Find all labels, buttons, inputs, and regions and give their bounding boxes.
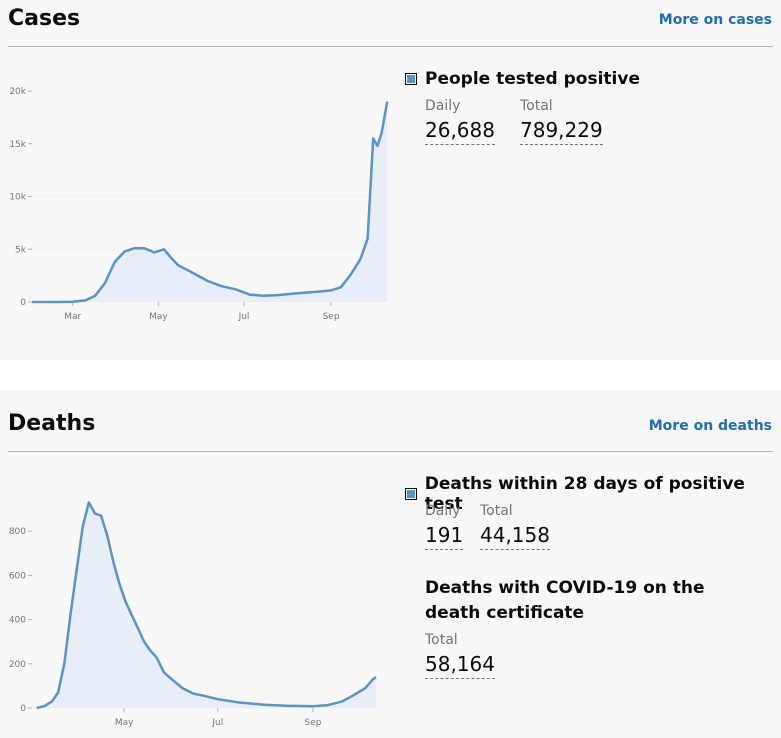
y-tick-label: 15k [9, 140, 26, 150]
x-tick-label: Sep [323, 312, 340, 322]
series-line [32, 101, 389, 304]
series-area [36, 502, 376, 708]
deaths-metric-heading-text: Deaths within 28 days of positive test [424, 474, 745, 514]
y-tick-label: 20k [9, 87, 26, 97]
cases-metric-heading: People tested positive [405, 69, 640, 89]
cases-chart: 0 5k 10k 15k 20k Mar May Jul Sep [9, 87, 389, 322]
x-tick-label: Mar [64, 312, 81, 322]
series-line [36, 501, 377, 710]
x-tick-label: Sep [305, 718, 322, 728]
section-gap [0, 360, 781, 390]
x-tick-label: Jul [238, 312, 250, 322]
legend-square-icon [405, 488, 417, 500]
cases-total-value[interactable]: 789,229 [520, 118, 603, 145]
certificate-total-value[interactable]: 58,164 [425, 652, 495, 679]
cases-title: Cases [8, 6, 81, 31]
cases-metric-heading-text: People tested positive [425, 69, 640, 89]
certificate-total-label: Total [425, 632, 458, 648]
y-tick-label: 0 [20, 298, 26, 308]
legend-square-icon [405, 73, 417, 85]
deaths-total-value[interactable]: 44,158 [480, 523, 550, 550]
y-tick-label: 800 [9, 527, 26, 537]
deaths-daily-label: Daily [425, 503, 461, 519]
x-tick-label: Jul [211, 718, 223, 728]
more-on-deaths-link[interactable]: More on deaths [648, 418, 772, 434]
deaths-total-label: Total [480, 503, 513, 519]
deaths-daily-value[interactable]: 191 [425, 523, 464, 550]
y-tick-label: 0 [20, 704, 26, 714]
y-tick-label: 400 [9, 616, 26, 626]
cases-daily-value[interactable]: 26,688 [425, 118, 495, 145]
deaths-title: Deaths [8, 411, 96, 436]
x-tick-label: May [115, 718, 134, 728]
cases-divider [8, 46, 773, 47]
deaths-metric-heading: Deaths within 28 days of positive test [405, 474, 781, 514]
certificate-heading: Deaths with COVID-19 on the death certif… [425, 578, 705, 623]
cases-card: Cases More on cases 0 5k 10k 15k 20k Mar May Ju… [0, 0, 781, 360]
series-area [32, 101, 388, 302]
y-tick-label: 10k [9, 193, 26, 203]
cases-daily-label: Daily [425, 98, 461, 114]
cases-total-label: Total [520, 98, 553, 114]
deaths-chart: 0 200 400 600 800 May Jul Sep [9, 501, 377, 728]
y-tick-label: 600 [9, 571, 26, 581]
deaths-card: Deaths More on deaths 0 200 400 600 800 May Ju… [0, 390, 781, 738]
deaths-divider [8, 451, 773, 452]
y-tick-label: 200 [9, 660, 26, 670]
more-on-cases-link[interactable]: More on cases [658, 12, 772, 28]
y-tick-label: 5k [15, 245, 27, 255]
x-tick-label: May [149, 312, 168, 322]
